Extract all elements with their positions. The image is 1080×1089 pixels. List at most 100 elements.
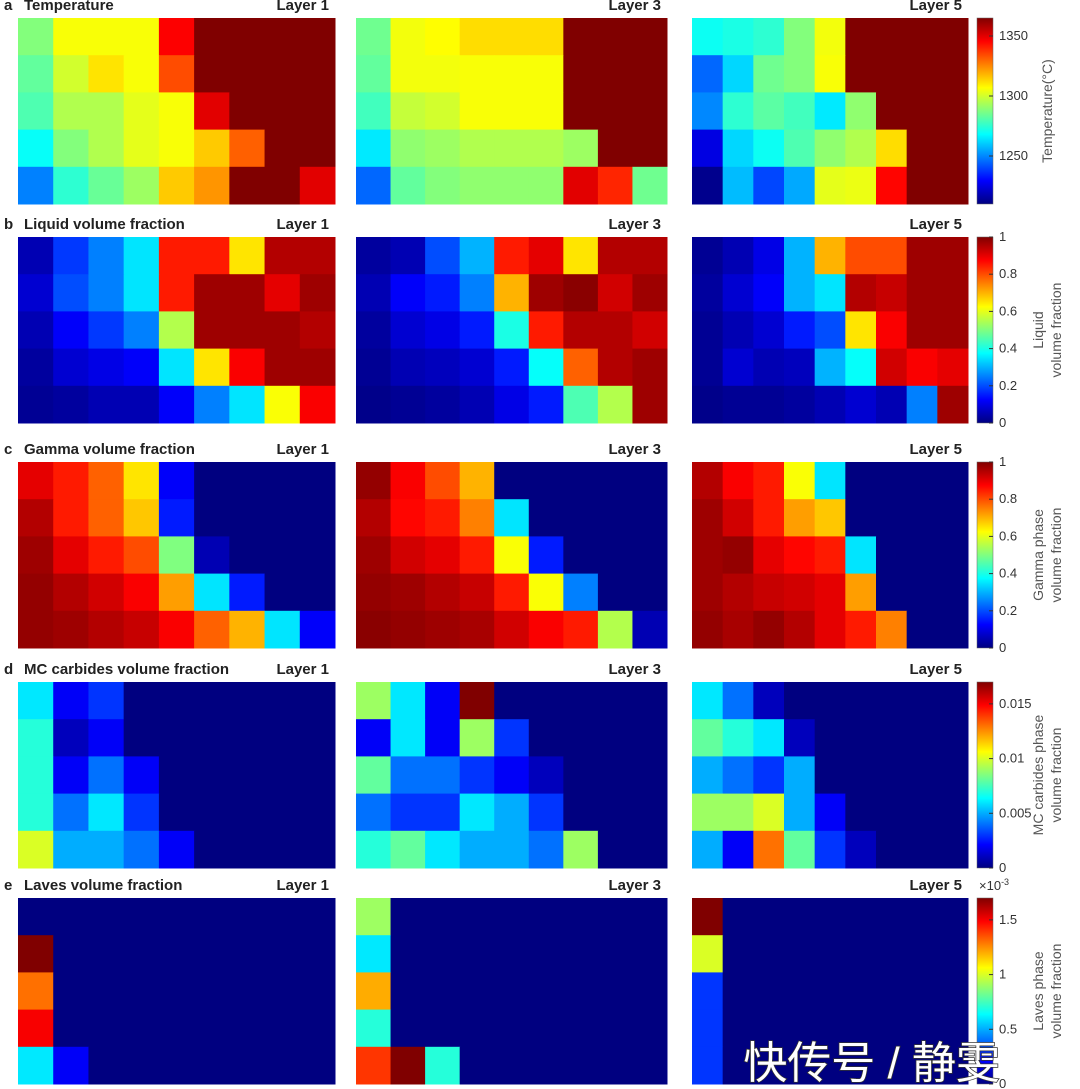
heatmap-cell	[18, 274, 54, 312]
heatmap-cell	[425, 348, 461, 387]
heatmap-cell	[158, 385, 195, 424]
heatmap-cell	[906, 898, 938, 936]
heatmap-cell	[632, 92, 668, 131]
heatmap-cell	[722, 935, 754, 973]
heatmap-cell	[528, 237, 564, 275]
colorbar-label: Laves phase	[1030, 951, 1046, 1031]
heatmap-cell	[88, 1046, 125, 1085]
heatmap-cell	[722, 348, 754, 387]
heatmap-cell	[194, 682, 230, 720]
heatmap-cell	[194, 793, 230, 832]
heatmap-cell	[299, 385, 336, 424]
heatmap-cell	[88, 756, 125, 795]
heatmap-cell	[390, 92, 426, 131]
heatmap-cell	[88, 274, 125, 312]
heatmap-cell	[563, 793, 599, 832]
heatmap-cell	[906, 756, 938, 795]
heatmap-cell	[459, 92, 495, 131]
heatmap-cell	[158, 830, 195, 869]
heatmap-cell	[459, 610, 495, 649]
heatmap-cell	[264, 237, 301, 275]
heatmap-cell	[876, 935, 908, 973]
heatmap-cell	[692, 274, 724, 312]
heatmap-cell	[299, 274, 336, 312]
heatmap-cell	[123, 311, 160, 350]
heatmap-cell	[563, 18, 599, 56]
heatmap-cell	[753, 682, 785, 720]
heatmap-cell	[692, 348, 724, 387]
heatmap-cell	[264, 573, 301, 612]
heatmap-cell	[528, 462, 564, 500]
heatmap-cell	[876, 311, 908, 350]
heatmap-cell	[390, 1009, 426, 1048]
heatmap-cell	[123, 166, 160, 205]
heatmap-cell	[845, 719, 877, 757]
heatmap-cell	[722, 573, 754, 612]
heatmap-cell	[845, 237, 877, 275]
heatmap-cell	[299, 237, 336, 275]
heatmap-cell	[632, 536, 668, 575]
heatmap-cell	[459, 536, 495, 575]
heatmap-cell	[88, 719, 125, 757]
heatmap-cell	[53, 348, 89, 387]
heatmap-cell	[722, 898, 754, 936]
heatmap-cell	[937, 1009, 969, 1048]
heatmap-cell	[194, 719, 230, 757]
heatmap-cell	[356, 756, 392, 795]
heatmap-cell	[299, 311, 336, 350]
heatmap-cell	[123, 55, 160, 93]
heatmap-cell	[88, 1009, 125, 1048]
heatmap-cell	[528, 830, 564, 869]
panel-title: Layer 1	[276, 0, 329, 14]
heatmap-cell	[494, 1009, 530, 1048]
heatmap-cell	[563, 385, 599, 424]
heatmap-cell	[906, 55, 938, 93]
heatmap-cell	[692, 499, 724, 537]
heatmap-cell	[906, 935, 938, 973]
heatmap-cell	[123, 18, 160, 56]
panel-label: d	[4, 661, 13, 678]
heatmap-cell	[814, 1046, 846, 1085]
heatmap-cell	[123, 935, 160, 973]
colorbar-tick-label: 0.2	[999, 378, 1017, 393]
heatmap-cell	[692, 1009, 724, 1048]
heatmap-cell	[459, 348, 495, 387]
heatmap-cell	[53, 1009, 89, 1048]
heatmap-cell	[88, 385, 125, 424]
heatmap-cell	[264, 1046, 301, 1085]
heatmap-cell	[563, 719, 599, 757]
heatmap-cell	[876, 536, 908, 575]
heatmap-cell	[425, 972, 461, 1011]
heatmap-cell	[632, 610, 668, 649]
heatmap-cell	[18, 55, 54, 93]
heatmap-cell	[906, 1046, 938, 1085]
heatmap-cell	[264, 55, 301, 93]
heatmap-cell	[784, 92, 816, 131]
heatmap-cell	[597, 682, 633, 720]
heatmap-cell	[158, 682, 195, 720]
heatmap-cell	[459, 756, 495, 795]
heatmap-cell	[158, 55, 195, 93]
heatmap-cell	[906, 972, 938, 1011]
heatmap-cell	[53, 536, 89, 575]
panel-title: Layer 5	[909, 877, 962, 894]
multiplier-base: ×10	[979, 878, 1001, 893]
heatmap-cell	[563, 898, 599, 936]
heatmap-cell	[425, 756, 461, 795]
heatmap-cell	[158, 793, 195, 832]
heatmap-cell	[784, 756, 816, 795]
heatmap-cell	[356, 536, 392, 575]
heatmap-cell	[814, 385, 846, 424]
heatmap-cell	[299, 610, 336, 649]
colorbar-tick-label: 1.5	[999, 912, 1017, 927]
heatmap-cell	[390, 166, 426, 205]
heatmap-cell	[845, 274, 877, 312]
heatmap-cell	[425, 898, 461, 936]
heatmap-cell	[937, 385, 969, 424]
heatmap-cell	[264, 972, 301, 1011]
heatmap-cell	[194, 499, 230, 537]
panel-title: Layer 1	[276, 877, 329, 894]
heatmap-cell	[425, 274, 461, 312]
heatmap-cell	[53, 719, 89, 757]
